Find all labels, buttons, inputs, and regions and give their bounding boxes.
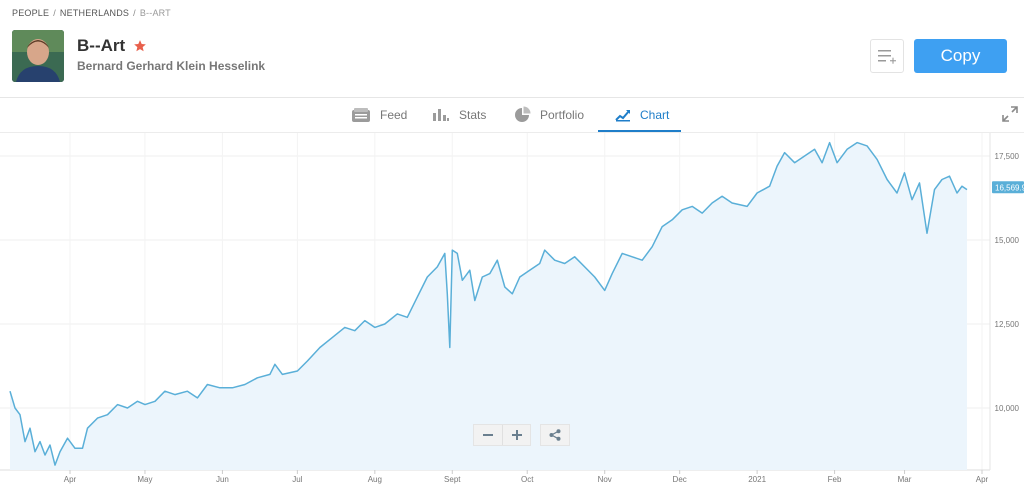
breadcrumb: PEOPLE / NETHERLANDS / B--ART	[12, 8, 171, 18]
chart-icon	[615, 108, 631, 122]
feed-icon	[351, 107, 371, 123]
x-tick-label: Aug	[368, 475, 382, 484]
y-tick-label: 17,500	[995, 152, 1020, 161]
tab-portfolio[interactable]: Portfolio	[513, 98, 584, 132]
minus-icon	[483, 434, 493, 436]
breadcrumb-current: B--ART	[139, 8, 171, 18]
series-area	[10, 142, 967, 470]
tab-feed[interactable]: Feed	[351, 98, 407, 132]
tab-stats[interactable]: Stats	[432, 98, 486, 132]
x-tick-label: Dec	[673, 475, 687, 484]
x-tick-label: Sept	[444, 475, 461, 484]
username: B--Art	[77, 35, 126, 55]
tab-feed-label: Feed	[380, 108, 408, 122]
x-tick-label: Oct	[521, 475, 534, 484]
full-name: Bernard Gerhard Klein Hesselink	[77, 58, 266, 73]
x-tick-label: Apr	[64, 475, 77, 484]
avatar	[12, 30, 64, 82]
share-button[interactable]	[541, 425, 569, 445]
tab-stats-label: Stats	[459, 108, 487, 122]
breadcrumb-separator: /	[133, 8, 136, 18]
zoom-controls	[473, 424, 531, 446]
x-tick-label: Jun	[216, 475, 229, 484]
watchlist-button[interactable]	[870, 39, 904, 73]
star-icon[interactable]	[133, 39, 147, 53]
tab-chart-label: Chart	[640, 108, 670, 122]
y-tick-label: 15,000	[995, 236, 1020, 245]
add-to-list-icon	[878, 50, 896, 64]
tab-portfolio-label: Portfolio	[540, 108, 585, 122]
share-controls	[540, 424, 570, 446]
y-tick-label: 10,000	[995, 404, 1020, 413]
x-tick-label: Apr	[976, 475, 989, 484]
share-icon	[549, 429, 561, 441]
current-value-label: 16,569.9	[995, 183, 1024, 192]
x-tick-label: May	[137, 475, 152, 484]
x-tick-label: Mar	[898, 475, 912, 484]
series-line[interactable]	[9, 141, 968, 466]
header-divider	[0, 97, 1024, 98]
plus-icon	[511, 430, 522, 440]
x-tick-label: Nov	[598, 475, 612, 484]
x-tick-label: Feb	[828, 475, 842, 484]
y-tick-label: 12,500	[995, 320, 1020, 329]
x-tick-label: 2021	[748, 475, 766, 484]
copy-button[interactable]: Copy	[914, 39, 1007, 73]
fullscreen-icon[interactable]	[1002, 106, 1018, 122]
x-tick-label: Jul	[292, 475, 302, 484]
tab-chart[interactable]: Chart	[598, 98, 681, 132]
avatar-image	[12, 30, 64, 82]
zoom-out-button[interactable]	[474, 425, 502, 445]
breadcrumb-separator: /	[53, 8, 56, 18]
tab-divider	[0, 132, 1024, 133]
current-value-badge	[992, 181, 1024, 194]
portfolio-icon	[513, 106, 531, 124]
zoom-in-button[interactable]	[502, 425, 530, 445]
profile-header: B--Art Bernard Gerhard Klein Hesselink	[12, 30, 265, 82]
performance-chart[interactable]: 10,000 12,500 15,000 17,500 Apr May Jun Jul Aug S…	[0, 133, 1024, 489]
tab-bar: Feed Stats Portfolio Chart	[0, 98, 1024, 132]
breadcrumb-people[interactable]: PEOPLE	[12, 8, 50, 18]
stats-icon	[432, 108, 450, 122]
breadcrumb-netherlands[interactable]: NETHERLANDS	[59, 8, 130, 18]
